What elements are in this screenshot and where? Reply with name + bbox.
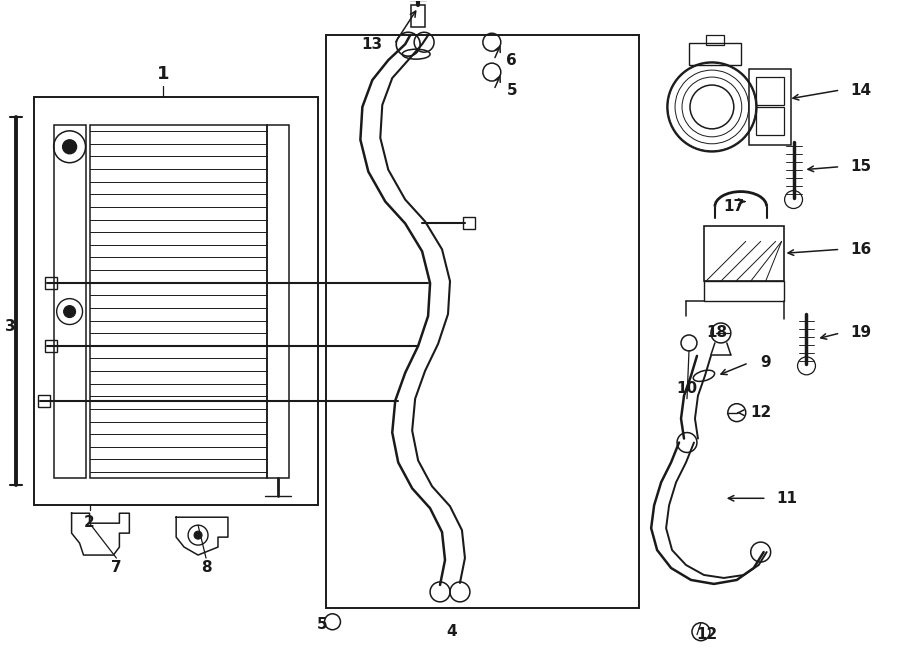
Bar <box>38 395 50 407</box>
Bar <box>756 77 784 105</box>
Text: 17: 17 <box>724 199 744 214</box>
Text: 1: 1 <box>157 65 169 83</box>
Circle shape <box>63 140 76 154</box>
Text: 3: 3 <box>4 319 15 334</box>
Bar <box>45 277 57 289</box>
Text: 10: 10 <box>677 381 698 396</box>
Text: 15: 15 <box>850 159 871 175</box>
Text: 5: 5 <box>507 83 517 98</box>
Bar <box>54 125 86 479</box>
Text: 13: 13 <box>362 37 382 52</box>
Bar <box>749 69 790 145</box>
Text: 5: 5 <box>317 617 328 633</box>
Text: 14: 14 <box>850 83 871 98</box>
Text: 11: 11 <box>777 490 797 506</box>
Text: 18: 18 <box>706 325 727 340</box>
Bar <box>704 281 784 301</box>
Bar <box>463 217 475 229</box>
Bar <box>326 35 639 608</box>
Text: 16: 16 <box>850 242 871 257</box>
Bar <box>704 227 784 281</box>
Text: 6: 6 <box>507 53 517 67</box>
Text: 12: 12 <box>751 405 772 420</box>
Bar <box>34 97 318 505</box>
Text: 2: 2 <box>84 515 94 529</box>
Text: 9: 9 <box>760 356 771 370</box>
Text: 19: 19 <box>850 325 871 340</box>
Bar <box>45 340 57 352</box>
Text: 7: 7 <box>111 561 122 576</box>
Circle shape <box>64 305 76 317</box>
Circle shape <box>194 531 202 539</box>
Bar <box>411 5 425 27</box>
Bar <box>756 107 784 135</box>
Text: 4: 4 <box>446 624 457 639</box>
Text: 12: 12 <box>697 627 717 642</box>
Bar <box>689 43 741 65</box>
Bar <box>266 125 289 479</box>
Bar <box>706 35 724 45</box>
Bar <box>89 125 266 479</box>
Text: 8: 8 <box>201 561 212 576</box>
